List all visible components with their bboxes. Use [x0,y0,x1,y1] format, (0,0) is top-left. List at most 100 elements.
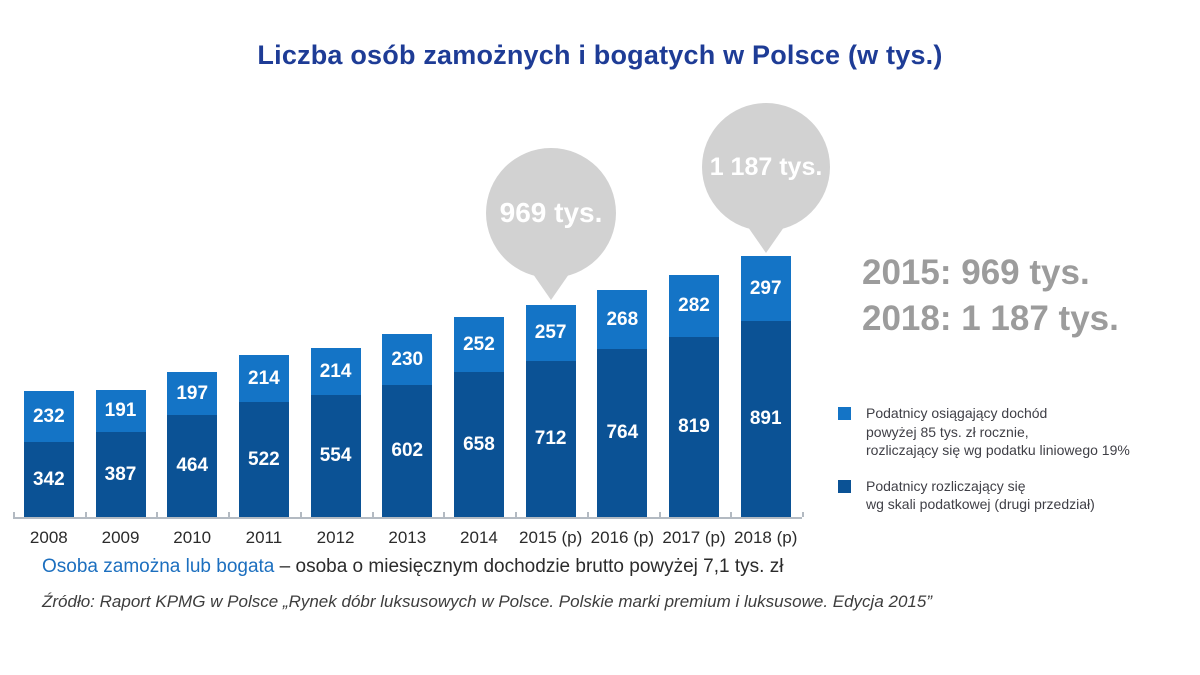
bar-segment-lower: 712 [525,361,576,517]
bar-value-label: 387 [104,463,137,485]
bar-group: 252 658 2014 [443,256,515,547]
bar-value-label: 282 [678,295,710,316]
bar-value-label: 712 [534,428,567,449]
axis-tick [371,512,374,517]
bar-group: 214 522 2011 [228,256,300,547]
definition-footnote: Osoba zamożna lub bogata – osoba o miesi… [42,556,783,578]
legend-line: Podatnicy rozliczający się [866,477,1026,494]
bar-value-label: 891 [749,408,782,429]
axis-tick [156,512,159,517]
bar-group: 197 464 2010 [156,256,228,547]
bar-value-label: 819 [678,416,710,437]
bar-stack: 297 891 [740,256,791,517]
bar-segment-lower: 554 [310,395,361,517]
axis-tick [84,512,87,517]
x-axis-label: 2015 (p) [518,528,583,547]
x-axis [13,512,804,519]
bar-group: 232 342 2008 [13,256,85,547]
source-line: Źródło: Raport KPMG w Polsce „Rynek dóbr… [42,592,932,611]
bar-chart: 232 342 2008 191 387 2009 197 464 2010 214 522 2011… [13,256,802,547]
callout-balloon-2015: 969 tys. [486,148,616,278]
axis-tick [658,512,661,517]
bar-segment-upper: 191 [95,390,146,432]
axis-tick [730,512,733,517]
bar-value-label: 554 [319,445,352,466]
bar-stack: 230 602 [382,334,433,517]
legend-line: powyżej 85 tys. zł rocznie, [866,423,1029,440]
legend-line: rozliczający się wg podatku liniowego 19… [866,442,1130,458]
summary-line-2015: 2015: 969 tys. [862,253,1090,292]
bar-stack: 214 522 [238,355,289,517]
x-axis-label: 2008 [29,528,68,547]
x-axis-label: 2018 (p) [734,528,798,547]
bar-segment-lower: 819 [669,337,720,517]
bar-segment-lower: 658 [453,372,504,517]
bar-segment-upper: 297 [740,256,791,321]
bar-value-label: 464 [176,455,209,476]
x-axis-label: 2011 [245,528,283,547]
axis-tick [443,512,446,517]
bar-value-label: 230 [391,348,424,370]
x-axis-label: 2017 (p) [662,528,726,547]
axis-tick [586,512,589,517]
bar-group: 214 554 2012 [300,256,372,547]
bar-value-label: 658 [463,433,495,455]
legend-item-linear-tax: Podatnicy osiągający dochód powyżej 85 t… [838,404,1188,460]
bar-segment-upper: 252 [453,317,504,372]
bar-segment-lower: 464 [167,415,218,517]
bar-value-label: 342 [32,468,65,490]
bar-segment-lower: 342 [23,442,74,517]
bar-stack: 252 658 [453,317,504,517]
bar-value-label: 252 [463,333,495,355]
x-axis-label: 2014 [460,528,498,547]
axis-tick [515,512,518,517]
legend-item-label: Podatnicy osiągający dochód powyżej 85 t… [866,404,1130,460]
callout-balloon-2018-label: 1 187 tys. [709,152,823,181]
bar-segment-lower: 387 [95,432,146,517]
bar-segment-lower: 522 [238,402,289,517]
axis-tick [802,512,804,517]
bar-value-label: 764 [606,422,639,443]
legend-item-label: Podatnicy rozliczający się wg skali poda… [866,477,1095,514]
bar-value-label: 197 [176,382,209,404]
bar-segment-upper: 268 [597,290,648,349]
bar-stack: 197 464 [167,372,218,517]
bar-stack: 214 554 [310,348,361,517]
x-axis-label: 2013 [388,528,427,547]
callout-balloon-2018: 1 187 tys. [702,103,830,231]
bar-value-label: 191 [104,400,137,421]
bar-segment-lower: 891 [740,321,791,517]
bar-stack: 282 819 [669,275,720,517]
x-axis-label: 2009 [101,528,140,547]
bar-segment-upper: 197 [167,372,218,415]
bar-stack: 257 712 [525,305,576,517]
bar-value-label: 232 [32,405,65,427]
bar-group: 268 764 2016 (p) [587,256,659,547]
bar-value-label: 522 [248,448,280,470]
bar-group: 230 602 2013 [371,256,443,547]
bar-value-label: 297 [749,277,782,299]
definition-term: Osoba zamożna lub bogata [42,556,275,577]
bar-value-label: 257 [534,322,567,343]
bar-segment-upper: 214 [310,348,361,395]
bar-segment-upper: 282 [669,275,720,337]
axis-tick [13,512,15,517]
axis-tick [299,512,302,517]
bar-stack: 191 387 [95,390,146,517]
legend-line: Podatnicy osiągający dochód [866,405,1048,421]
bar-group: 257 712 2015 (p) [515,256,587,547]
summary-line-2018: 2018: 1 187 tys. [862,299,1119,338]
bar-segment-upper: 230 [382,334,433,385]
bar-stack: 268 764 [597,290,648,517]
bar-group: 297 891 2018 (p) [730,256,802,547]
legend-line: wg skali podatkowej (drugi przedział) [866,496,1095,512]
legend-swatch-light-blue [838,407,851,420]
legend-item-tax-scale: Podatnicy rozliczający się wg skali poda… [838,477,1188,514]
callout-balloon-2015-label: 969 tys. [499,197,603,228]
bar-value-label: 268 [606,308,639,330]
x-axis-label: 2016 (p) [590,528,654,547]
axis-tick [228,512,231,517]
bar-value-label: 602 [391,440,424,461]
bar-segment-upper: 257 [525,305,576,361]
